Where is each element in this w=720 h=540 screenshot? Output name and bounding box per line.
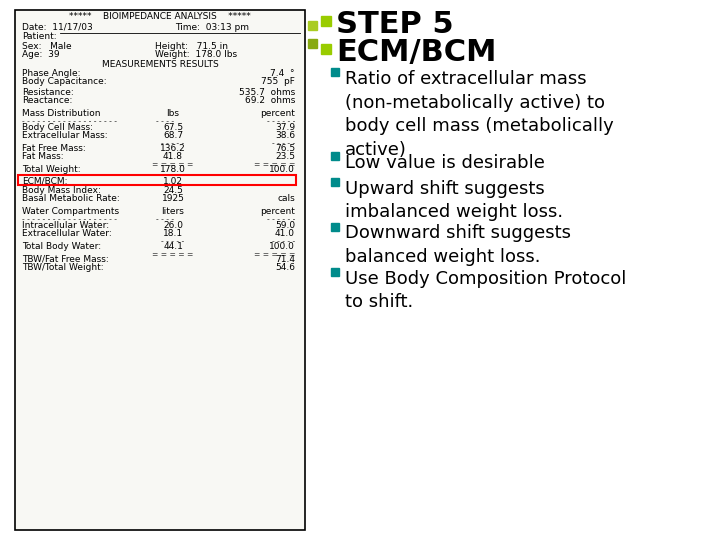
- Text: Water Compartments: Water Compartments: [22, 207, 119, 216]
- Text: - - - - - - - - - - - - - - - - - - -: - - - - - - - - - - - - - - - - - - -: [22, 215, 120, 224]
- Text: 136.2: 136.2: [160, 144, 186, 153]
- Text: = = = = =: = = = = =: [253, 250, 295, 259]
- Text: 18.1: 18.1: [163, 229, 183, 238]
- Text: Sex:   Male: Sex: Male: [22, 42, 71, 51]
- Text: Use Body Composition Protocol
to shift.: Use Body Composition Protocol to shift.: [345, 269, 626, 311]
- Text: - - - - - -: - - - - - -: [266, 215, 295, 224]
- Bar: [15, 10, 305, 530]
- Text: 59.0: 59.0: [275, 221, 295, 230]
- Text: Fat Mass:: Fat Mass:: [22, 152, 63, 161]
- Text: Weight:  178.0 lbs: Weight: 178.0 lbs: [155, 50, 237, 59]
- Text: Height:   71.5 in: Height: 71.5 in: [155, 42, 228, 51]
- Text: Resistance:: Resistance:: [22, 88, 73, 97]
- Text: Extracellular Mass:: Extracellular Mass:: [22, 131, 107, 140]
- Text: - - - - -: - - - - -: [271, 139, 295, 148]
- Text: lbs: lbs: [166, 109, 179, 118]
- Bar: [308, 21, 317, 30]
- Text: 1.02: 1.02: [163, 177, 183, 186]
- Bar: [321, 44, 331, 54]
- Text: Mass Distribution: Mass Distribution: [22, 109, 101, 118]
- Text: TBW/Fat Free Mass:: TBW/Fat Free Mass:: [22, 255, 109, 264]
- Text: 41.0: 41.0: [275, 229, 295, 238]
- Bar: [308, 39, 317, 48]
- Bar: [321, 16, 331, 26]
- Text: - - - - -: - - - - -: [271, 237, 295, 246]
- Text: Downward shift suggests
balanced weight loss.: Downward shift suggests balanced weight …: [345, 225, 571, 266]
- Text: 37.9: 37.9: [275, 123, 295, 132]
- Bar: [331, 222, 339, 231]
- Text: 100.0: 100.0: [269, 242, 295, 251]
- Text: 67.5: 67.5: [163, 123, 183, 132]
- Text: 26.0: 26.0: [163, 221, 183, 230]
- Text: ECM/BCM:: ECM/BCM:: [22, 177, 68, 186]
- Text: = = = = =: = = = = =: [253, 160, 295, 169]
- Text: - - - -: - - - -: [156, 215, 174, 224]
- Text: Fat Free Mass:: Fat Free Mass:: [22, 144, 86, 153]
- Text: MEASUREMENTS RESULTS: MEASUREMENTS RESULTS: [102, 60, 218, 69]
- Text: liters: liters: [161, 207, 184, 216]
- Text: Intracellular Water:: Intracellular Water:: [22, 221, 109, 230]
- Text: - - - -: - - - -: [156, 117, 174, 126]
- Text: 44.1: 44.1: [163, 242, 183, 251]
- Text: Reactance:: Reactance:: [22, 96, 73, 105]
- Text: Date:  11/17/03: Date: 11/17/03: [22, 23, 93, 32]
- Text: STEP 5: STEP 5: [336, 10, 454, 39]
- Text: Age:  39: Age: 39: [22, 50, 60, 59]
- Text: - - - - -: - - - - -: [161, 139, 184, 148]
- Bar: [331, 152, 339, 160]
- Text: 71.4: 71.4: [275, 255, 295, 264]
- Text: - - - - - -: - - - - - -: [266, 117, 295, 126]
- Text: Total Weight:: Total Weight:: [22, 165, 81, 174]
- Text: Patient:: Patient:: [22, 32, 57, 41]
- Text: percent: percent: [260, 109, 295, 118]
- Text: ECM/BCM: ECM/BCM: [336, 38, 497, 67]
- Text: 535.7  ohms: 535.7 ohms: [239, 88, 295, 97]
- Text: 7.4  °: 7.4 °: [271, 69, 295, 78]
- Text: Extracellular Water:: Extracellular Water:: [22, 229, 112, 238]
- Text: - - - - - - - - - - - - - - - - - - -: - - - - - - - - - - - - - - - - - - -: [22, 117, 120, 126]
- Text: = = = = =: = = = = =: [153, 160, 194, 169]
- Text: 68.7: 68.7: [163, 131, 183, 140]
- Text: 38.6: 38.6: [275, 131, 295, 140]
- Text: Body Cell Mass:: Body Cell Mass:: [22, 123, 93, 132]
- Text: = = = = =: = = = = =: [153, 250, 194, 259]
- Text: *****    BIOIMPEDANCE ANALYSIS    *****: ***** BIOIMPEDANCE ANALYSIS *****: [69, 12, 251, 21]
- Text: Total Body Water:: Total Body Water:: [22, 242, 101, 251]
- Text: Time:  03:13 pm: Time: 03:13 pm: [175, 23, 249, 32]
- Text: 1925: 1925: [161, 194, 184, 203]
- Text: Phase Angle:: Phase Angle:: [22, 69, 81, 78]
- Text: Body Capacitance:: Body Capacitance:: [22, 77, 107, 86]
- Text: Basal Metabolic Rate:: Basal Metabolic Rate:: [22, 194, 120, 203]
- Text: 23.5: 23.5: [275, 152, 295, 161]
- Text: Ratio of extracellular mass
(non-metabolically active) to
body cell mass (metabo: Ratio of extracellular mass (non-metabol…: [345, 70, 613, 159]
- Text: 755  pF: 755 pF: [261, 77, 295, 86]
- Bar: [18, 175, 296, 185]
- Text: 76.5: 76.5: [275, 144, 295, 153]
- Text: 24.5: 24.5: [163, 186, 183, 195]
- Text: - - - - -: - - - - -: [161, 237, 184, 246]
- Text: Upward shift suggests
imbalanced weight loss.: Upward shift suggests imbalanced weight …: [345, 179, 563, 221]
- Text: Body Mass Index:: Body Mass Index:: [22, 186, 101, 195]
- Text: percent: percent: [260, 207, 295, 216]
- Bar: [331, 68, 339, 76]
- Text: 41.8: 41.8: [163, 152, 183, 161]
- Text: 100.0: 100.0: [269, 165, 295, 174]
- Text: cals: cals: [277, 194, 295, 203]
- Text: 69.2  ohms: 69.2 ohms: [245, 96, 295, 105]
- Text: 178.0: 178.0: [160, 165, 186, 174]
- Text: TBW/Total Weight:: TBW/Total Weight:: [22, 263, 104, 272]
- Bar: [331, 178, 339, 186]
- Text: 54.6: 54.6: [275, 263, 295, 272]
- Text: Low value is desirable: Low value is desirable: [345, 154, 545, 172]
- Bar: [331, 267, 339, 275]
